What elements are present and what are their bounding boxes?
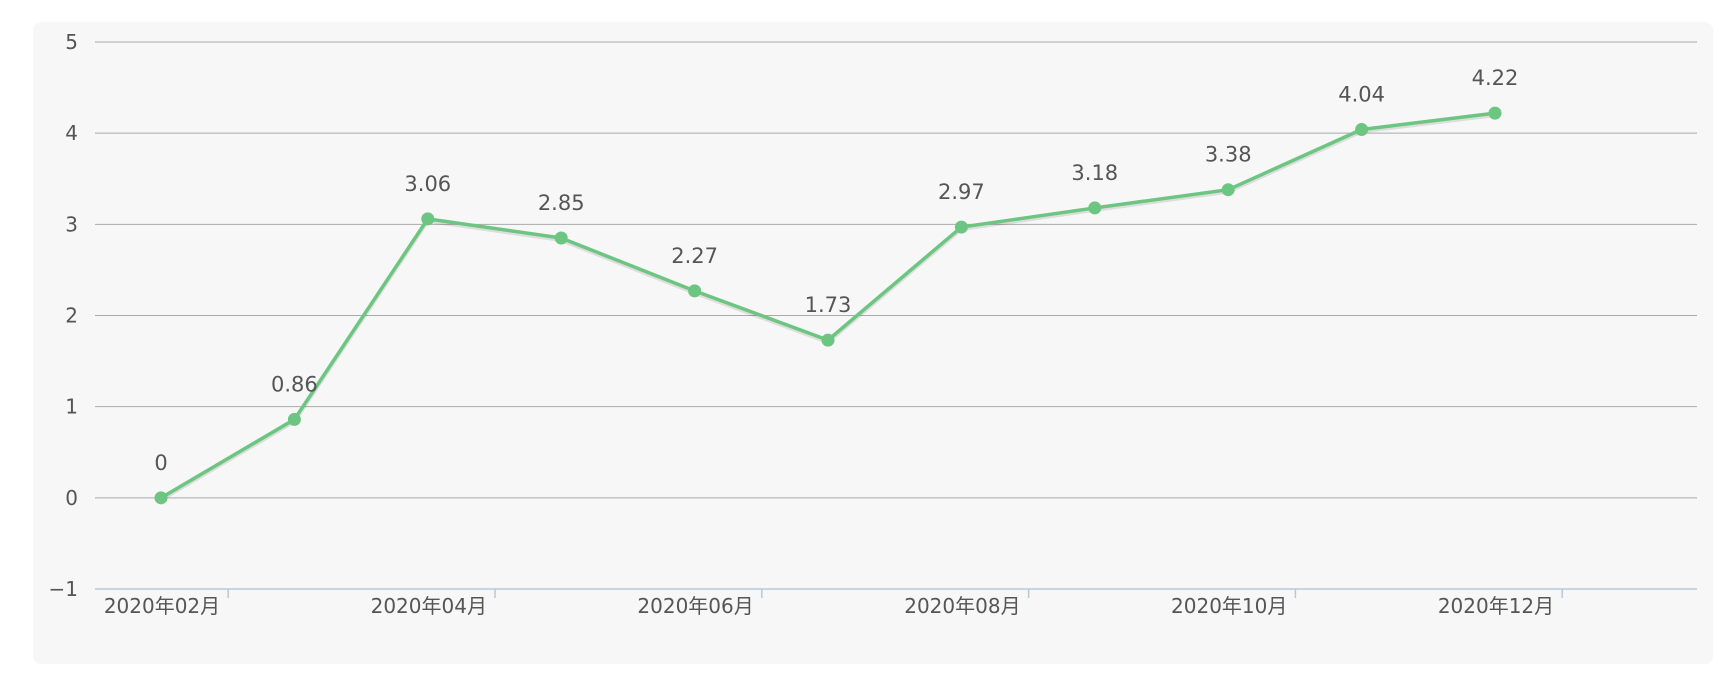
data-point[interactable] <box>1221 183 1235 197</box>
x-tick-label: 2020年04月 <box>371 594 487 618</box>
y-tick-label: 0 <box>65 486 78 510</box>
data-point[interactable] <box>421 212 435 226</box>
y-tick-label: 3 <box>65 212 78 236</box>
y-tick-label: 1 <box>65 395 78 419</box>
data-label: 0 <box>154 451 167 475</box>
data-label: 1.73 <box>805 293 852 317</box>
data-point[interactable] <box>688 284 702 298</box>
chart-panel <box>33 22 1713 664</box>
y-axis: −1 0 1 2 3 4 5 <box>49 30 78 601</box>
data-point[interactable] <box>154 491 168 505</box>
data-label: 2.27 <box>671 244 718 268</box>
x-tick-label: 2020年12月 <box>1438 594 1554 618</box>
y-tick-label: −1 <box>49 577 78 601</box>
data-point[interactable] <box>1488 106 1502 120</box>
data-label: 3.38 <box>1205 143 1252 167</box>
data-label: 0.86 <box>271 372 318 396</box>
data-point[interactable] <box>554 231 568 245</box>
series-group <box>154 106 1502 505</box>
y-tick-label: 4 <box>65 121 78 145</box>
data-label: 4.22 <box>1472 66 1519 90</box>
data-label: 2.97 <box>938 180 985 204</box>
data-label: 3.18 <box>1071 161 1118 185</box>
data-point[interactable] <box>954 220 968 234</box>
x-tick-label: 2020年10月 <box>1171 594 1287 618</box>
data-point[interactable] <box>287 412 301 426</box>
data-labels: 0 0.86 3.06 2.85 2.27 1.73 2.97 3.18 3.38 4.04 4.2… <box>154 66 1518 475</box>
y-tick-label: 2 <box>65 304 78 328</box>
x-tick-label: 2020年08月 <box>904 594 1020 618</box>
data-label: 3.06 <box>404 172 451 196</box>
data-label: 2.85 <box>538 191 585 215</box>
data-label: 4.04 <box>1338 83 1385 107</box>
x-tick-label: 2020年06月 <box>637 594 753 618</box>
data-point[interactable] <box>821 333 835 347</box>
x-axis: 2020年02月 2020年04月 2020年06月 2020年08月 2020年10月… <box>95 588 1697 618</box>
gridlines <box>95 41 1697 499</box>
data-point[interactable] <box>1088 201 1102 215</box>
y-tick-label: 5 <box>65 30 78 54</box>
x-tick-label: 2020年02月 <box>104 594 220 618</box>
data-point[interactable] <box>1355 123 1369 137</box>
